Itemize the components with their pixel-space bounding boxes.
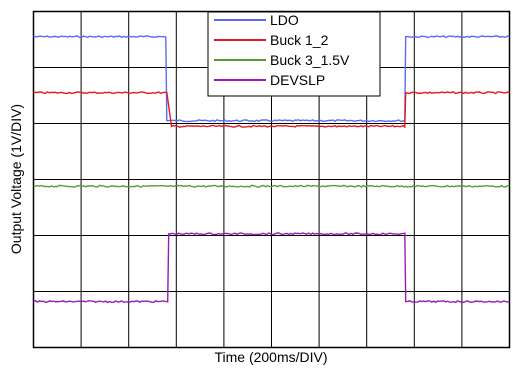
legend-label-buck-3: Buck 3_1.5V <box>270 52 350 68</box>
legend-label-buck-1-2: Buck 1_2 <box>270 32 329 48</box>
x-axis-label: Time (200ms/DIV) <box>214 349 327 365</box>
trace-devslp <box>33 232 510 304</box>
legend-entry-ldo: LDO <box>214 12 299 28</box>
legend-box <box>207 11 381 97</box>
traces <box>33 35 510 304</box>
y-axis-label: Output Voltage (1V/DIV) <box>8 104 24 254</box>
legend-label-devslp: DEVSLP <box>270 72 325 88</box>
legend: LDO Buck 1_2 Buck 3_1.5V DEVSLP <box>207 11 381 97</box>
legend-entry-buck-3: Buck 3_1.5V <box>214 52 350 68</box>
legend-entry-buck-1-2: Buck 1_2 <box>214 32 329 48</box>
legend-label-ldo: LDO <box>270 12 299 28</box>
legend-entry-devslp: DEVSLP <box>214 72 325 88</box>
trace-buck-1-2 <box>33 91 510 129</box>
trace-ldo <box>33 35 510 123</box>
trace-buck-3 <box>33 184 510 188</box>
